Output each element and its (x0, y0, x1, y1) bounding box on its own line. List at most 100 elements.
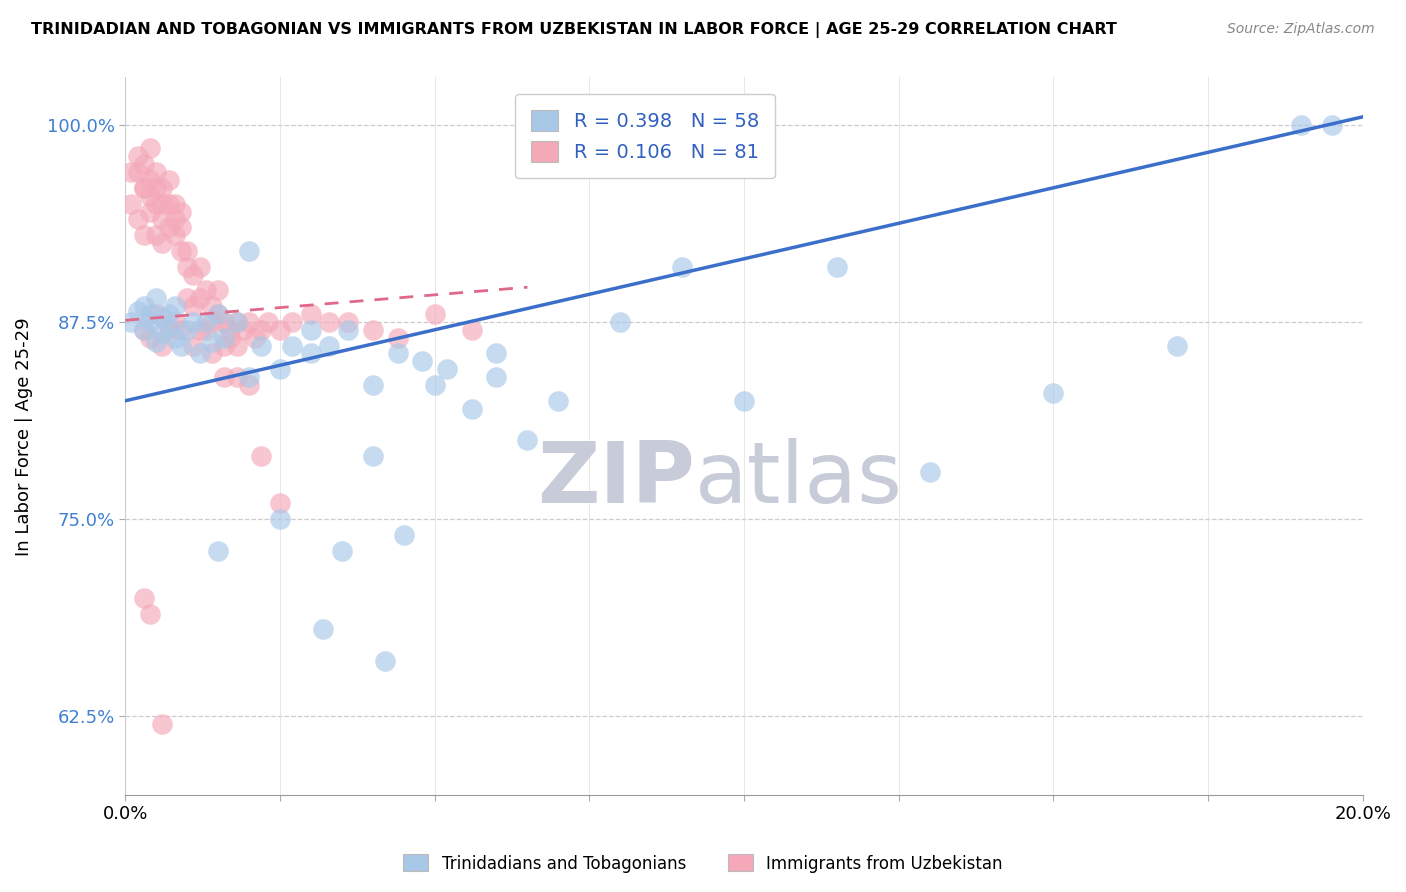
Point (547, 393, 569, 408)
Point (269, 323, 291, 337)
Point (423, 307, 446, 321)
Point (139, 331, 162, 345)
Point (132, 157, 155, 171)
Point (269, 512, 291, 526)
Point (250, 323, 273, 337)
Point (132, 299, 155, 313)
Point (256, 315, 278, 329)
Point (392, 528, 415, 542)
Point (163, 228, 186, 243)
Point (194, 284, 217, 298)
Point (139, 307, 162, 321)
Point (318, 315, 340, 329)
Point (132, 181, 155, 195)
Point (152, 212, 174, 227)
Point (361, 378, 384, 392)
Point (145, 335, 167, 350)
Point (312, 623, 335, 637)
Point (281, 338, 304, 352)
Point (423, 378, 446, 392)
Legend: R = 0.398   N = 58, R = 0.106   N = 81: R = 0.398 N = 58, R = 0.106 N = 81 (516, 95, 775, 178)
Point (207, 307, 229, 321)
Point (145, 196, 167, 211)
Point (207, 307, 229, 321)
Point (183, 315, 205, 329)
Point (157, 220, 180, 235)
Point (132, 181, 155, 195)
Point (225, 315, 247, 329)
Point (269, 496, 291, 510)
Text: atlas: atlas (695, 438, 903, 521)
Point (330, 543, 353, 558)
Point (201, 315, 224, 329)
Point (188, 291, 211, 305)
Point (201, 299, 224, 313)
Point (152, 235, 174, 250)
Point (139, 204, 162, 219)
Point (157, 307, 180, 321)
Point (163, 299, 186, 313)
Point (121, 196, 143, 211)
Point (201, 335, 224, 350)
Legend: Trinidadians and Tobagonians, Immigrants from Uzbekistan: Trinidadians and Tobagonians, Immigrants… (396, 847, 1010, 880)
Point (132, 591, 155, 605)
Text: TRINIDADIAN AND TOBAGONIAN VS IMMIGRANTS FROM UZBEKISTAN IN LABOR FORCE | AGE 25: TRINIDADIAN AND TOBAGONIAN VS IMMIGRANTS… (31, 22, 1116, 38)
Point (121, 165, 143, 179)
Point (127, 304, 149, 318)
Point (176, 323, 198, 337)
Point (157, 196, 180, 211)
Point (163, 331, 186, 345)
Point (609, 315, 631, 329)
Point (374, 654, 396, 668)
Point (132, 228, 155, 243)
Point (145, 165, 167, 179)
Point (299, 307, 322, 321)
Text: ZIP: ZIP (537, 438, 695, 521)
Y-axis label: In Labor Force | Age 25-29: In Labor Force | Age 25-29 (15, 317, 32, 556)
Point (152, 181, 174, 195)
Point (121, 315, 143, 329)
Point (461, 401, 484, 416)
Point (170, 220, 193, 235)
Point (387, 331, 409, 345)
Point (163, 212, 186, 227)
Point (238, 378, 260, 392)
Point (485, 370, 508, 384)
Point (299, 346, 322, 360)
Point (214, 370, 236, 384)
Point (238, 244, 260, 258)
Point (281, 315, 304, 329)
Point (214, 338, 236, 352)
Point (139, 607, 162, 621)
Point (188, 346, 211, 360)
Point (461, 323, 484, 337)
Point (214, 331, 236, 345)
Point (163, 315, 186, 329)
Point (170, 244, 193, 258)
Point (145, 291, 167, 305)
Point (183, 299, 205, 313)
Point (219, 331, 242, 345)
Point (145, 181, 167, 195)
Point (225, 315, 247, 329)
Text: Source: ZipAtlas.com: Source: ZipAtlas.com (1227, 22, 1375, 37)
Point (516, 433, 538, 447)
Point (194, 315, 217, 329)
Point (1166, 338, 1188, 352)
Point (318, 338, 340, 352)
Point (219, 323, 242, 337)
Point (170, 323, 193, 337)
Point (176, 244, 198, 258)
Point (127, 212, 149, 227)
Point (337, 323, 360, 337)
Point (436, 362, 458, 376)
Point (411, 354, 433, 368)
Point (139, 141, 162, 155)
Point (207, 543, 229, 558)
Point (139, 173, 162, 187)
Point (152, 326, 174, 340)
Point (176, 291, 198, 305)
Point (238, 370, 260, 384)
Point (170, 338, 193, 352)
Point (232, 323, 254, 337)
